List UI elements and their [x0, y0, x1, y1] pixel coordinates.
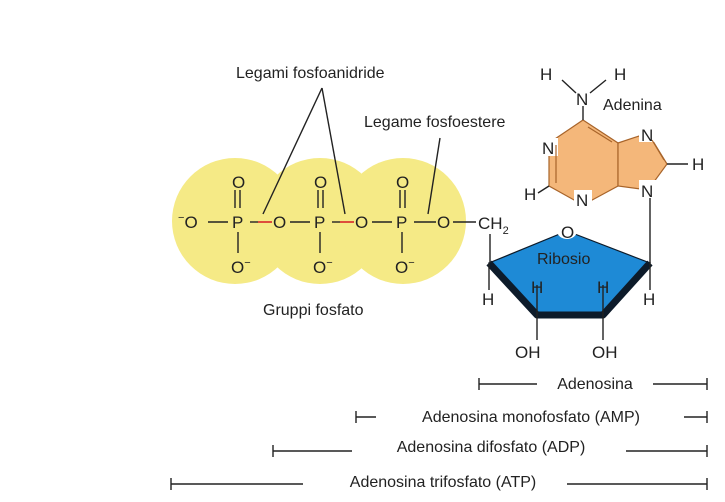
p1-double-o: O [232, 173, 245, 192]
n-patch-3 [639, 124, 657, 142]
bracket-amp: Adenosina monofosfato (AMP) [355, 409, 708, 426]
phosphate-glow-3 [340, 158, 466, 284]
bracket-atp: Adenosina trifosfato (ATP) [170, 474, 708, 491]
p1-o-minus: O− [231, 257, 251, 277]
anhydride-bonds-label: Legami fosfoanidride [236, 65, 385, 82]
ribose-label: Ribosio [537, 251, 590, 268]
ribose-atoms: O H H H H OH OH Ribosio [482, 223, 655, 362]
bridge-oxygen-2: O [355, 213, 368, 232]
p3-double-o: O [396, 173, 409, 192]
n-patch-1 [540, 138, 558, 156]
anhydride-pointer-2 [321, 87, 346, 215]
ribose-oh-c3: OH [515, 343, 541, 362]
ester-pointer [427, 137, 441, 215]
ribose-h-c3: H [531, 278, 543, 297]
amine-h-right: H [614, 65, 626, 84]
amine-h-left: H [540, 65, 552, 84]
adenine-h8: H [692, 155, 704, 174]
phosphate-atoms: −O O P O− O O P O− O O P O− O CH2 [178, 173, 509, 277]
phosphorus-2: P [314, 213, 325, 232]
adenine-atoms: H H N Adenina N N N N H H [524, 65, 704, 210]
bracket-label-adenosine: Adenosina [557, 376, 633, 393]
ribose-front-edge [486, 260, 653, 319]
annotation-labels: Legami fosfoanidride Legame fosfoestere … [236, 65, 506, 319]
amine-nitrogen: N [576, 90, 588, 109]
anhydride-pointer-1 [262, 87, 323, 215]
ribose-ring-oxygen-bg [557, 223, 577, 239]
bond-lines [208, 79, 688, 340]
phosphate-groups-label: Gruppi fosfato [263, 302, 364, 319]
adenine-n1: N [542, 139, 554, 158]
ribose-h-c1: H [643, 290, 655, 309]
bracket-adenosine: Adenosina [478, 376, 708, 393]
ribose-ring [486, 223, 653, 319]
bracket-label-amp: Adenosina monofosfato (AMP) [422, 409, 640, 426]
bracket-adp: Adenosina difosfato (ADP) [272, 439, 708, 457]
p3-o-minus: O− [395, 257, 415, 277]
ch2-group: CH2 [478, 214, 509, 237]
ribose-h-c2: H [597, 278, 609, 297]
phosphorus-1: P [232, 213, 243, 232]
adenine-label: Adenina [603, 97, 662, 114]
ribose-ring-oxygen: O [561, 223, 574, 242]
adenine-h2: H [524, 185, 536, 204]
ribose-h-c4: H [482, 290, 494, 309]
ribose-oh-c2: OH [592, 343, 618, 362]
n-patch-4 [639, 180, 657, 198]
phosphorus-3: P [396, 213, 407, 232]
phosphate-glow-group [172, 158, 466, 284]
bracket-label-atp: Adenosina trifosfato (ATP) [350, 474, 536, 491]
n-patch-2 [574, 190, 592, 208]
p2-double-o: O [314, 173, 327, 192]
adenine-n7: N [641, 126, 653, 145]
ribose-pentagon [487, 230, 652, 316]
bracket-label-adp: Adenosina difosfato (ADP) [397, 439, 586, 456]
p2-o-minus: O− [313, 257, 333, 277]
terminal-oxygen: −O [178, 212, 198, 232]
ester-bond-label: Legame fosfoestere [364, 114, 506, 131]
ester-oxygen: O [437, 213, 450, 232]
adenine-n3: N [576, 191, 588, 210]
adenine-rings [540, 119, 668, 208]
adenine-n9: N [641, 182, 653, 201]
bridge-oxygen-1: O [273, 213, 286, 232]
